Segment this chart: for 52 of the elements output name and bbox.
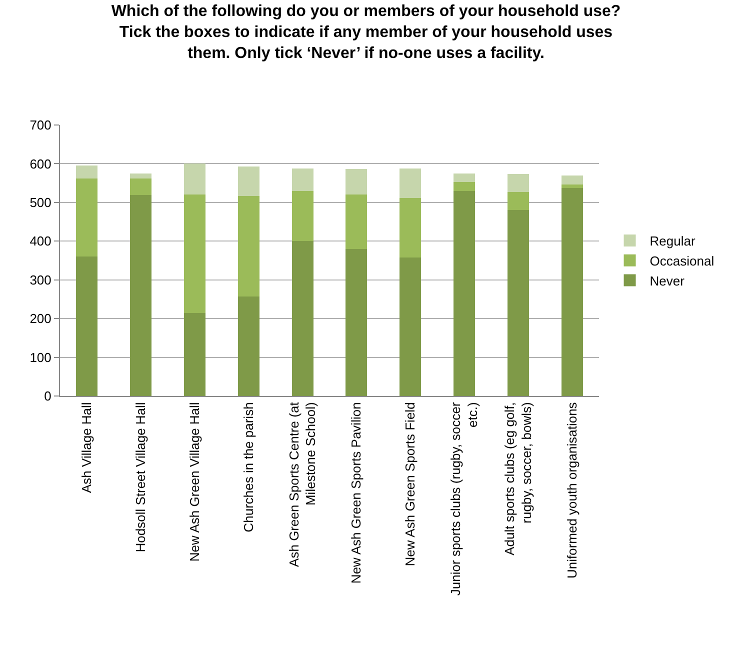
bar [453, 173, 476, 182]
y-tick-label: 200 [30, 311, 52, 326]
bar [184, 313, 206, 396]
x-tick-label: Ash Village Hall [79, 402, 94, 494]
bar [184, 164, 206, 194]
x-tick-label: Ash Green Sports Centre (at Milestone School) [286, 402, 318, 567]
legend-label: Never [650, 273, 686, 288]
bar [346, 194, 368, 249]
y-tick-label: 400 [30, 234, 52, 249]
legend-label: Occasional [650, 253, 714, 268]
bar [561, 184, 583, 188]
x-tick-label: Junior sports clubs (rugby, soccer etc.) [448, 402, 480, 596]
bar [507, 174, 529, 192]
bar [76, 178, 98, 257]
legend-label: Regular [650, 234, 696, 249]
y-tick-label: 100 [30, 350, 52, 365]
bar [184, 194, 206, 314]
bar [400, 168, 422, 198]
y-tick-label: 600 [30, 156, 52, 172]
y-tick-label: 700 [30, 118, 52, 133]
bar [130, 195, 152, 396]
bar [453, 190, 476, 396]
bar [561, 188, 583, 396]
bar [507, 210, 529, 396]
bar [238, 196, 260, 296]
y-tick-label: 300 [30, 272, 52, 288]
x-tick-label: Churches in the parish [240, 402, 256, 532]
bar [238, 166, 260, 196]
bar [130, 178, 152, 196]
bar [561, 176, 583, 185]
x-tick-label: Uniformed youth organisations [564, 402, 580, 579]
x-tick-label: Adult sports clubs (eg golf, rugby, soccer, bowls) [502, 402, 534, 556]
bar [292, 190, 314, 241]
chart-title: Which of the following do you or members of your household use? Tick the boxes to indicate if any member of your household uses them. Only tick ‘Never’ if no-one uses a facility. [111, 3, 621, 62]
bar [400, 198, 422, 258]
x-tick-label: New Ash Green Sports Pavilion [348, 402, 364, 584]
x-tick-label: New Ash Green Village Hall [186, 402, 202, 562]
bar [400, 257, 422, 396]
bar [238, 296, 260, 396]
x-tick-label: Hodsoll Street Village Hall [133, 402, 148, 552]
bar [507, 192, 529, 210]
bar [76, 166, 98, 178]
bar [76, 256, 98, 396]
bar [292, 240, 314, 396]
y-tick-label: 500 [30, 194, 52, 210]
bar [130, 173, 152, 178]
y-tick-label: 0 [44, 388, 52, 404]
bar [346, 248, 368, 396]
x-tick-label: New Ash Green Sports Field [402, 402, 418, 566]
bar [453, 182, 476, 191]
bar [346, 169, 368, 194]
bar [292, 168, 314, 191]
